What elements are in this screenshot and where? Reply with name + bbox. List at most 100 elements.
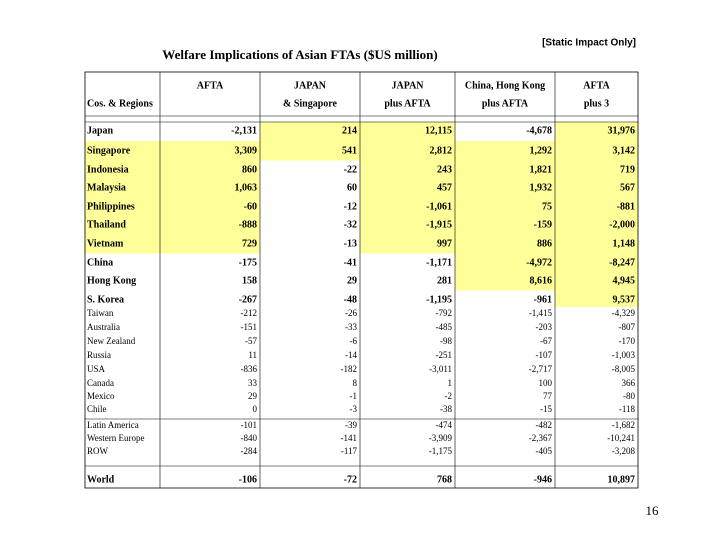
highlight	[360, 160, 455, 179]
highlight	[360, 197, 455, 216]
highlight	[555, 272, 638, 291]
row-label: Mexico	[87, 391, 115, 401]
cell: -10,241	[607, 433, 635, 443]
cell: 12,115	[425, 125, 452, 136]
cell: -57	[245, 336, 257, 346]
cell: 1,292	[530, 145, 553, 156]
cell: -39	[345, 420, 357, 430]
highlight	[85, 141, 160, 161]
row-label: Russia	[87, 350, 111, 360]
cell: -8,005	[612, 364, 636, 374]
column-header: & Singapore	[283, 98, 338, 109]
cell: -182	[341, 364, 358, 374]
cell: -2,367	[529, 433, 553, 443]
highlight	[555, 290, 638, 307]
cell: -117	[341, 446, 358, 456]
cell: 0	[253, 404, 258, 414]
cell: 8	[353, 378, 358, 388]
highlight	[555, 234, 638, 254]
highlight	[360, 141, 455, 161]
cell: 31,976	[608, 125, 636, 136]
cell: -3	[350, 404, 358, 414]
cell: 3,142	[613, 145, 636, 156]
cell: -101	[241, 420, 258, 430]
cell: -1,682	[612, 420, 635, 430]
cell: 11	[248, 350, 257, 360]
cell: -48	[344, 294, 357, 305]
row-label: Indonesia	[87, 164, 129, 175]
cell: 541	[342, 145, 357, 156]
title: Welfare Implications of Asian FTAs ($US …	[162, 47, 437, 62]
cell: -1	[350, 391, 358, 401]
highlight	[455, 160, 555, 179]
cell: -2,000	[609, 219, 635, 230]
cell: -8,247	[609, 257, 635, 268]
table-border	[84, 71, 639, 489]
cell: -792	[436, 308, 453, 318]
cell: 1,821	[530, 164, 553, 175]
highlight	[555, 141, 638, 161]
highlight	[455, 197, 555, 216]
cell: 768	[437, 474, 452, 485]
cell: 281	[437, 275, 452, 286]
column-header: plus AFTA	[384, 98, 431, 109]
cell: 100	[539, 378, 553, 388]
row-label: Latin America	[87, 420, 139, 430]
row-label: Australia	[87, 322, 120, 332]
row-label: Thailand	[87, 219, 126, 230]
cell: 8,616	[530, 275, 553, 286]
highlight	[160, 179, 260, 198]
row-label: Singapore	[87, 145, 131, 156]
highlight	[555, 160, 638, 179]
highlight	[455, 179, 555, 198]
cell: -405	[536, 446, 553, 456]
cell: -474	[436, 420, 453, 430]
row-label: Japan	[87, 125, 114, 136]
row-label: USA	[87, 364, 106, 374]
cell: -284	[241, 446, 258, 456]
cell: 997	[437, 238, 452, 249]
row-label: S. Korea	[87, 294, 124, 305]
cell: -32	[344, 219, 357, 230]
cell: -12	[344, 201, 357, 212]
cell: -4,972	[526, 257, 552, 268]
row-label: World	[87, 474, 115, 485]
cell: 29	[347, 275, 357, 286]
cell: 77	[543, 391, 553, 401]
cell: -807	[619, 322, 636, 332]
cell: -3,909	[429, 433, 453, 443]
highlight	[85, 234, 160, 254]
cell: -175	[239, 257, 257, 268]
row-label: New Zealand	[87, 336, 136, 346]
cell: -22	[344, 164, 357, 175]
cell: 29	[248, 391, 258, 401]
cell: -946	[534, 474, 552, 485]
cell: -38	[440, 404, 452, 414]
column-header: JAPAN	[294, 80, 327, 91]
cell: 1,932	[530, 182, 553, 193]
row-label: Canada	[87, 378, 114, 388]
cell: 567	[620, 182, 635, 193]
row-label: Malaysia	[87, 182, 126, 193]
row-label: Hong Kong	[87, 275, 136, 286]
highlight	[455, 253, 555, 272]
cell: -33	[345, 322, 357, 332]
cell: -2	[445, 391, 453, 401]
highlight	[455, 272, 555, 291]
cell: -267	[239, 294, 257, 305]
cell: -2,131	[231, 125, 257, 136]
highlight	[360, 122, 455, 141]
cell: 33	[248, 378, 258, 388]
cell: -485	[436, 322, 453, 332]
cell: -2,717	[529, 364, 553, 374]
cell: 860	[242, 164, 257, 175]
cell: -4,329	[612, 308, 636, 318]
cell: -26	[345, 308, 357, 318]
cell: -14	[345, 350, 357, 360]
column-header: JAPAN	[391, 80, 424, 91]
note: [Static Impact Only]	[542, 38, 636, 49]
highlight	[160, 197, 260, 216]
cell: 457	[437, 182, 452, 193]
page-number: 16	[646, 503, 660, 518]
cell: 719	[620, 164, 635, 175]
